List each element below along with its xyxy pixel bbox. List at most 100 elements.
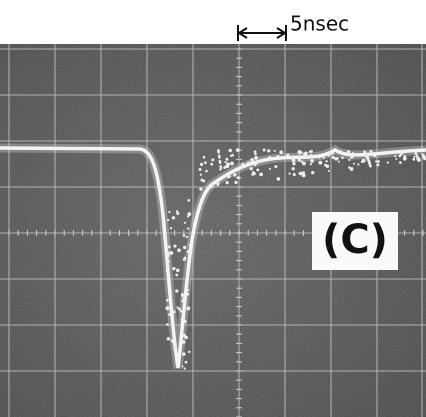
speck: [168, 245, 171, 248]
speck: [276, 155, 279, 158]
speck: [346, 152, 348, 154]
speck: [199, 168, 202, 171]
speck: [173, 244, 176, 247]
speck: [298, 159, 301, 162]
speck: [256, 168, 259, 171]
speck: [277, 177, 281, 181]
speck: [293, 173, 296, 176]
speck: [166, 299, 169, 302]
speck: [181, 319, 183, 321]
speck: [326, 165, 329, 168]
speck: [178, 308, 181, 311]
page: 5nsec (C) (() => { const data = JSON.par…: [0, 0, 426, 417]
speck: [249, 162, 251, 164]
speck: [209, 184, 213, 188]
speck: [377, 160, 380, 163]
speck: [310, 163, 312, 165]
speck: [318, 157, 320, 159]
speck: [370, 150, 373, 153]
speck: [298, 150, 302, 154]
speck: [203, 156, 206, 159]
speck: [226, 162, 230, 166]
speck: [357, 163, 359, 165]
scale-label: 5nsec: [290, 12, 349, 36]
speck: [263, 149, 266, 152]
speck: [169, 251, 173, 255]
speck: [292, 162, 295, 165]
speck: [183, 234, 186, 237]
speck: [416, 157, 420, 161]
speck: [259, 173, 263, 177]
speck: [255, 162, 258, 165]
speck: [170, 227, 172, 229]
speck: [217, 184, 219, 186]
speck: [230, 162, 234, 166]
speck: [302, 173, 306, 177]
speck: [182, 340, 185, 343]
speck: [210, 163, 213, 166]
speck: [237, 176, 240, 179]
speck: [182, 334, 185, 337]
speck: [413, 156, 415, 158]
speck: [182, 352, 185, 355]
speck: [168, 211, 170, 213]
speck: [250, 167, 253, 170]
speck: [177, 248, 181, 252]
speck: [403, 157, 407, 161]
speck: [274, 150, 276, 152]
speck: [218, 157, 220, 159]
speck: [302, 162, 306, 166]
speck: [261, 160, 264, 163]
speck: [310, 154, 313, 157]
speck: [348, 159, 350, 161]
speck: [171, 339, 175, 343]
speck: [219, 162, 221, 164]
speck: [253, 172, 256, 175]
speck: [189, 244, 191, 246]
speck: [254, 150, 257, 153]
speck: [228, 149, 231, 152]
speck: [168, 313, 171, 316]
speck: [176, 269, 180, 273]
header-band: [0, 0, 426, 44]
speck: [254, 156, 258, 160]
speck: [337, 157, 339, 159]
speck: [309, 150, 312, 153]
speck: [188, 351, 190, 353]
speck: [236, 148, 240, 152]
speck: [352, 152, 354, 154]
speck: [387, 161, 389, 163]
speck: [173, 347, 176, 350]
speck: [340, 150, 343, 153]
scope-photo: 5nsec (C): [0, 0, 426, 417]
speck: [225, 158, 228, 161]
speck: [181, 300, 183, 302]
speck: [292, 167, 295, 170]
speck: [311, 171, 314, 174]
speck: [338, 161, 340, 163]
speck: [325, 160, 327, 162]
speck: [220, 167, 222, 169]
speck: [166, 323, 169, 326]
speck: [350, 167, 354, 171]
speck: [373, 155, 376, 158]
speck: [250, 159, 253, 162]
speck: [274, 165, 277, 168]
speck: [211, 158, 214, 161]
speck: [172, 267, 175, 270]
speck: [241, 163, 244, 166]
speck: [163, 237, 167, 241]
speck: [186, 306, 190, 310]
speck: [288, 173, 290, 175]
speck: [414, 152, 417, 155]
speck: [234, 181, 237, 184]
speck: [268, 156, 271, 159]
speck: [350, 155, 353, 158]
speck: [292, 159, 296, 163]
speck: [399, 161, 402, 164]
speck: [363, 150, 366, 153]
speck: [369, 165, 372, 168]
speck: [286, 154, 289, 157]
speck: [303, 172, 305, 174]
speck: [400, 153, 402, 155]
